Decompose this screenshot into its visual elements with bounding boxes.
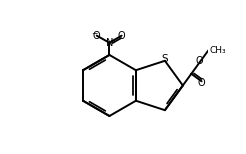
Text: S: S bbox=[162, 54, 168, 64]
Text: −: − bbox=[91, 29, 97, 38]
Text: O: O bbox=[93, 31, 101, 41]
Text: N: N bbox=[106, 38, 113, 48]
Text: O: O bbox=[198, 78, 206, 88]
Text: O: O bbox=[118, 31, 125, 41]
Text: CH₃: CH₃ bbox=[210, 46, 226, 55]
Text: +: + bbox=[109, 38, 115, 44]
Text: O: O bbox=[196, 56, 204, 66]
